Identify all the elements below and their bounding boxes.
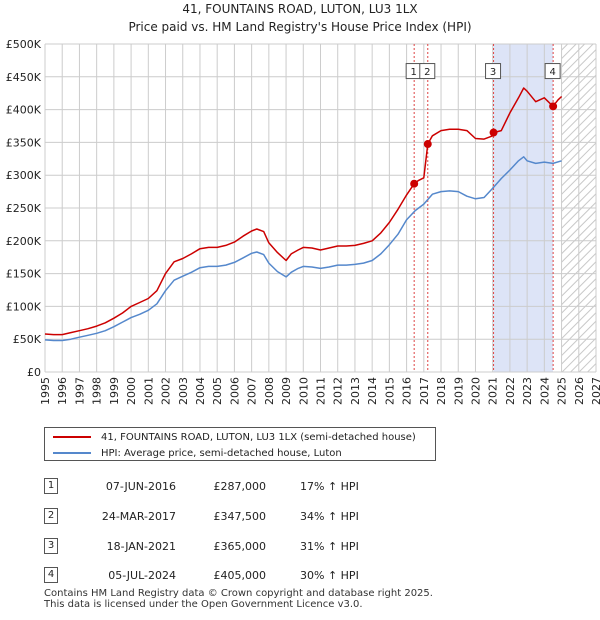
x-tick-label: 2013 <box>349 377 362 405</box>
sale-marker-badge <box>544 63 561 80</box>
y-tick-label: £300K <box>6 169 42 182</box>
sale-row: 1 07-JUN-2016 £287,000 17% ↑ HPI <box>0 478 600 496</box>
x-tick-label: 2019 <box>452 377 465 405</box>
x-tick-label: 2010 <box>297 377 310 405</box>
x-tick-label: 2022 <box>504 377 517 405</box>
x-tick-label: 2016 <box>401 377 414 405</box>
x-tick-label: 2025 <box>556 377 569 405</box>
y-tick-label: £400K <box>6 104 42 117</box>
x-tick-label: 2001 <box>142 377 155 405</box>
legend-item-hpi: HPI: Average price, semi-detached house,… <box>53 446 342 460</box>
x-tick-label: 2000 <box>125 377 138 405</box>
x-tick-label: 2015 <box>383 377 396 405</box>
price-chart: 41, FOUNTAINS ROAD, LUTON, LU3 1LX Price… <box>6 2 600 405</box>
sale-number-badge: 2 <box>44 508 58 524</box>
sale-row: 3 18-JAN-2021 £365,000 31% ↑ HPI <box>0 538 600 556</box>
hpi-line <box>44 156 562 342</box>
x-tick-label: 2003 <box>177 377 190 405</box>
sale-marker-number: 4 <box>549 67 555 78</box>
sale-marker-number: 1 <box>410 67 416 78</box>
x-tick-label: 1997 <box>73 377 86 405</box>
sale-row: 2 24-MAR-2017 £347,500 34% ↑ HPI <box>0 508 600 526</box>
x-tick-label: 1995 <box>39 377 52 405</box>
sale-marker-badge <box>419 63 436 80</box>
x-tick-label: 1996 <box>56 377 69 405</box>
sale-hpi-change: 17% ↑ HPI <box>300 480 359 493</box>
sale-hpi-change: 30% ↑ HPI <box>300 569 359 582</box>
x-tick-label: 2009 <box>280 377 293 405</box>
sale-price: £405,000 <box>213 569 267 582</box>
y-tick-label: £50K <box>13 333 42 346</box>
x-tick-label: 2017 <box>418 377 431 405</box>
y-tick-label: £0 <box>27 366 41 379</box>
x-tick-label: 2007 <box>246 377 259 405</box>
legend-label-property: 41, FOUNTAINS ROAD, LUTON, LU3 1LX (semi… <box>101 431 416 443</box>
y-tick-label: £450K <box>6 71 42 84</box>
x-tick-label: 2027 <box>590 377 600 405</box>
x-tick-label: 2005 <box>211 377 224 405</box>
sale-point <box>489 128 498 137</box>
y-tick-label: £500K <box>6 38 42 51</box>
footer-copyright: Contains HM Land Registry data © Crown c… <box>44 588 433 599</box>
sale-date: 07-JUN-2016 <box>105 480 176 493</box>
x-tick-label: 2014 <box>366 377 379 405</box>
x-tick-label: 2020 <box>469 377 482 405</box>
x-tick-label: 2012 <box>332 377 345 405</box>
legend-line-property <box>53 436 91 438</box>
sale-point <box>423 140 432 149</box>
sale-date: 18-JAN-2021 <box>106 540 176 553</box>
y-tick-label: £250K <box>6 202 42 215</box>
chart-title: 41, FOUNTAINS ROAD, LUTON, LU3 1LX <box>182 2 417 16</box>
x-tick-label: 2011 <box>315 377 328 405</box>
legend-item-property: 41, FOUNTAINS ROAD, LUTON, LU3 1LX (semi… <box>53 430 416 444</box>
x-tick-label: 2024 <box>538 377 551 405</box>
property-price-line <box>44 87 563 336</box>
sale-point <box>410 179 419 188</box>
y-tick-label: £150K <box>6 268 42 281</box>
y-tick-label: £200K <box>6 235 42 248</box>
sale-number-badge: 3 <box>44 538 58 554</box>
sale-marker-number: 2 <box>424 67 430 78</box>
chart-subtitle: Price paid vs. HM Land Registry's House … <box>128 20 471 34</box>
chart-legend: 41, FOUNTAINS ROAD, LUTON, LU3 1LX (semi… <box>44 427 436 461</box>
sale-marker-number: 3 <box>490 67 496 78</box>
x-tick-label: 2026 <box>573 377 586 405</box>
x-tick-label: 2018 <box>435 377 448 405</box>
sale-hpi-change: 31% ↑ HPI <box>300 540 359 553</box>
y-tick-label: £100K <box>6 300 42 313</box>
sale-number-badge: 1 <box>44 478 58 494</box>
sale-hpi-change: 34% ↑ HPI <box>300 510 359 523</box>
sale-number-badge: 4 <box>44 567 58 583</box>
x-tick-label: 2006 <box>228 377 241 405</box>
sale-date: 05-JUL-2024 <box>108 569 176 582</box>
sale-price: £347,500 <box>213 510 267 523</box>
x-tick-label: 2023 <box>521 377 534 405</box>
sale-point <box>549 102 558 111</box>
legend-line-hpi <box>53 452 91 454</box>
x-tick-label: 1999 <box>108 377 121 405</box>
y-tick-label: £350K <box>6 136 42 149</box>
footer-attribution: Contains HM Land Registry data © Crown c… <box>44 588 433 610</box>
sale-marker-badge <box>485 63 502 80</box>
footer-licence: This data is licensed under the Open Gov… <box>44 599 363 610</box>
x-tick-label: 2004 <box>194 377 207 405</box>
sale-row: 4 05-JUL-2024 £405,000 30% ↑ HPI <box>0 567 600 585</box>
x-tick-label: 2002 <box>160 377 173 405</box>
x-tick-label: 2021 <box>487 377 500 405</box>
sale-date: 24-MAR-2017 <box>101 510 176 523</box>
sale-price: £287,000 <box>213 480 267 493</box>
x-tick-label: 2008 <box>263 377 276 405</box>
sale-price: £365,000 <box>213 540 267 553</box>
x-tick-label: 1998 <box>91 377 104 405</box>
legend-label-hpi: HPI: Average price, semi-detached house,… <box>101 447 342 459</box>
